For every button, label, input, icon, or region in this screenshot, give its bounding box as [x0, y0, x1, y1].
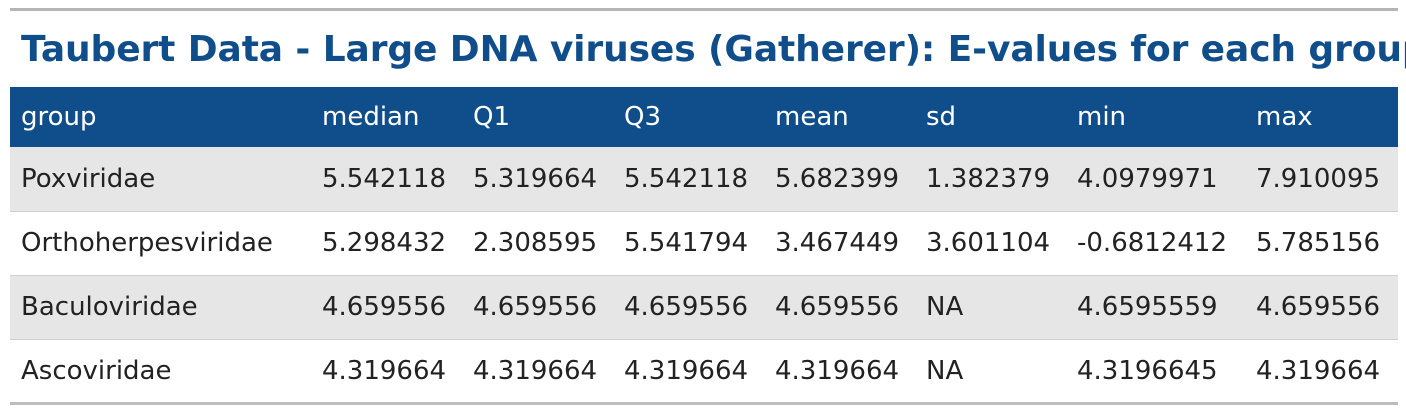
column-header-max: max: [1256, 102, 1313, 132]
column-header-group: group: [21, 102, 97, 132]
cell-max: 5.785156: [1256, 228, 1381, 258]
cell-q1: 2.308595: [473, 228, 598, 258]
cell-q3: 4.319664: [624, 355, 749, 386]
cell-group: Ascoviridae: [21, 355, 172, 386]
cell-min: 4.3196645: [1077, 355, 1218, 386]
header-row: group median Q1 Q3 mean sd min max: [10, 87, 1398, 147]
table-row: Orthoherpesviridae 5.298432 2.308595 5.5…: [10, 211, 1398, 275]
data-table: group median Q1 Q3 mean sd min max Poxvi…: [10, 87, 1398, 405]
cell-max: 4.319664: [1256, 355, 1381, 386]
column-header-q1: Q1: [473, 102, 511, 132]
cell-q1: 4.659556: [473, 292, 598, 322]
cell-max: 7.910095: [1256, 163, 1381, 194]
column-header-q3: Q3: [624, 102, 662, 132]
cell-group: Baculoviridae: [21, 292, 198, 322]
cell-q3: 5.541794: [624, 228, 749, 258]
table-row: Baculoviridae 4.659556 4.659556 4.659556…: [10, 275, 1398, 339]
cell-median: 5.542118: [322, 163, 447, 194]
cell-q1: 5.319664: [473, 163, 598, 194]
cell-q1: 4.319664: [473, 355, 598, 386]
cell-median: 5.298432: [322, 228, 447, 258]
top-rule: [10, 8, 1398, 11]
cell-group: Poxviridae: [21, 163, 156, 194]
column-header-median: median: [322, 102, 420, 132]
cell-min: 4.6595559: [1077, 292, 1218, 322]
table-row: Poxviridae 5.542118 5.319664 5.542118 5.…: [10, 147, 1398, 211]
table-container: Taubert Data - Large DNA viruses (Gather…: [10, 8, 1406, 405]
table-row: Ascoviridae 4.319664 4.319664 4.319664 4…: [10, 339, 1398, 403]
cell-min: 4.0979971: [1077, 163, 1218, 194]
cell-q3: 5.542118: [624, 163, 749, 194]
cell-group: Orthoherpesviridae: [21, 228, 273, 258]
column-header-mean: mean: [775, 102, 849, 132]
cell-sd: 3.601104: [926, 228, 1051, 258]
cell-sd: NA: [926, 292, 964, 322]
cell-q3: 4.659556: [624, 292, 749, 322]
cell-median: 4.659556: [322, 292, 447, 322]
cell-max: 4.659556: [1256, 292, 1381, 322]
table-title: Taubert Data - Large DNA viruses (Gather…: [21, 29, 1406, 70]
cell-mean: 4.659556: [775, 292, 900, 322]
column-header-sd: sd: [926, 102, 957, 132]
cell-sd: 1.382379: [926, 163, 1051, 194]
cell-sd: NA: [926, 355, 964, 386]
cell-mean: 3.467449: [775, 228, 900, 258]
cell-median: 4.319664: [322, 355, 447, 386]
cell-min: -0.6812412: [1077, 228, 1227, 258]
cell-mean: 4.319664: [775, 355, 900, 386]
column-header-min: min: [1077, 102, 1127, 132]
cell-mean: 5.682399: [775, 163, 900, 194]
